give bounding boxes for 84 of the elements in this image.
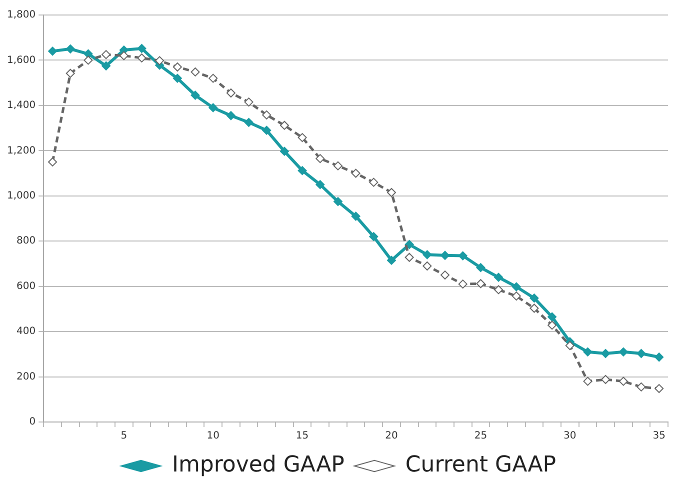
x-tick-label: 5	[120, 430, 128, 442]
point	[654, 384, 664, 394]
point	[155, 56, 164, 66]
point	[601, 348, 610, 358]
point	[190, 90, 200, 100]
point	[298, 166, 307, 176]
point	[262, 126, 272, 135]
point	[280, 146, 289, 156]
point	[333, 197, 342, 206]
point	[404, 252, 414, 262]
point	[618, 347, 628, 356]
point	[548, 320, 557, 330]
point	[351, 168, 360, 178]
point	[316, 180, 325, 190]
point	[386, 256, 396, 265]
point	[369, 232, 378, 242]
point	[636, 382, 646, 392]
point	[119, 51, 128, 60]
x-tick-label: 10	[206, 430, 220, 442]
point	[84, 56, 93, 65]
point	[48, 157, 58, 166]
point	[102, 50, 111, 60]
x-tick-label: 35	[652, 430, 666, 442]
point	[583, 347, 592, 356]
point	[512, 292, 521, 301]
point	[386, 188, 396, 197]
point	[458, 280, 468, 289]
point	[440, 270, 450, 280]
point	[226, 111, 236, 120]
point	[172, 62, 182, 72]
y-tick-label: 1,600	[6, 54, 36, 66]
legend-label: Current GAAP	[405, 452, 556, 478]
point	[530, 304, 539, 313]
point	[494, 285, 504, 294]
point	[316, 154, 325, 164]
point	[494, 272, 504, 282]
y-tick-label: 1,800	[6, 10, 36, 21]
point	[565, 341, 574, 350]
point	[84, 49, 93, 58]
point	[476, 279, 486, 288]
y-tick-label: 1,000	[6, 190, 36, 202]
point	[137, 53, 146, 62]
point	[654, 352, 664, 362]
point	[172, 74, 182, 83]
point	[48, 46, 58, 56]
point	[226, 88, 236, 98]
point	[404, 240, 414, 250]
y-tick-label: 800	[16, 236, 36, 247]
point	[262, 110, 272, 120]
y-tick-label: 200	[16, 371, 36, 382]
x-tick-label: 15	[296, 430, 309, 442]
x-tick-label: 25	[474, 430, 488, 442]
point	[66, 44, 75, 54]
point	[512, 282, 521, 292]
point	[548, 312, 557, 322]
y-tick-label: 400	[16, 326, 36, 338]
point	[244, 98, 254, 107]
y-tick-label: 0	[29, 416, 36, 428]
x-tick-label: 20	[385, 430, 398, 442]
point	[66, 68, 75, 78]
point	[298, 133, 307, 142]
point	[208, 103, 218, 112]
point	[601, 374, 610, 384]
point	[583, 376, 592, 386]
point	[333, 161, 342, 170]
point	[636, 348, 646, 358]
y-tick-label: 600	[16, 280, 36, 292]
point	[102, 61, 111, 70]
point	[369, 178, 378, 187]
y-tick-label: 1,200	[6, 145, 36, 156]
point	[618, 376, 628, 386]
point	[244, 118, 254, 127]
point	[476, 263, 486, 272]
point	[422, 261, 432, 270]
point	[351, 212, 360, 221]
point	[208, 74, 218, 83]
y-tick-label: 1,400	[6, 100, 36, 112]
point	[280, 120, 289, 130]
point	[137, 44, 146, 53]
x-tick-label: 30	[564, 430, 576, 442]
point	[190, 67, 200, 76]
point	[422, 250, 432, 260]
legend-label: Improved GAAP	[172, 452, 344, 478]
point	[530, 294, 539, 303]
